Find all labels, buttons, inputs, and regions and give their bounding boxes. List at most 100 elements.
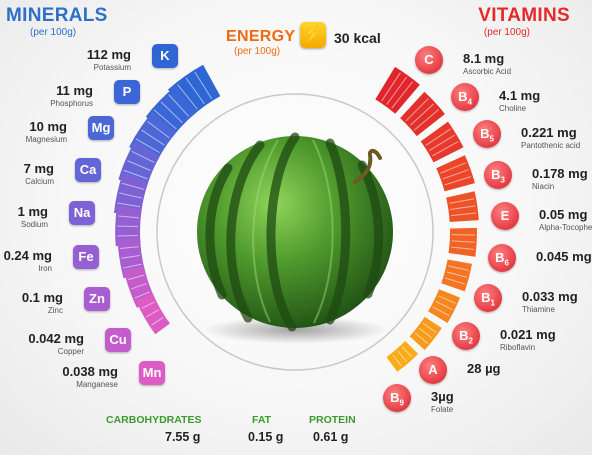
mineral-name: Copper [57,347,84,356]
vitamin-arc-hatch [444,176,472,186]
mineral-badge: Mn [139,361,165,385]
vitamin-arc-hatch [418,327,433,339]
vitamin-badge: B4 [451,83,479,111]
vitamin-badge: C [415,46,443,74]
mineral-arc-hatch [117,202,141,208]
vitamin-arc-segment [446,191,479,222]
mineral-value: 112 mg [86,47,131,62]
mineral-value: 0.1 mg [21,290,63,305]
mineral-badge: Na [69,201,95,225]
energy-subtitle: (per 100g) [234,46,281,57]
guide-ring [156,93,434,371]
vitamin-badge: B5 [473,120,501,148]
vitamin-arc-hatch [422,322,437,334]
mineral-value: 1 mg [17,204,48,219]
mineral-name: Sodium [20,220,48,229]
macro-label-carbohydrates: CARBOHYDRATES [106,414,202,426]
vitamin-value: 0.05 mg [539,207,588,222]
vitamin-arc-hatch [428,134,455,151]
mineral-arc-hatch [127,160,151,171]
mineral-name: Calcium [25,177,54,186]
mineral-arc-hatch [141,301,155,309]
vitamin-value: 0.021 mg [500,327,556,342]
vitamin-name: Niacin [532,182,555,191]
mineral-badge: P [114,80,140,104]
mineral-arc-hatch [134,291,151,299]
vitamin-arc-hatch [449,198,475,204]
vitamin-value: 28 µg [467,361,501,376]
vitamin-arc-hatch [442,169,469,180]
mineral-arc-hatch [131,283,147,290]
mineral-badge: Cu [105,328,131,352]
mineral-arc-hatch [153,109,177,130]
vitamin-arc-hatch [451,246,475,250]
vitamin-value: 8.1 mg [463,51,505,66]
vitamin-arc-segment [428,289,461,323]
vitamin-value: 0.045 mg [536,249,592,264]
vitamin-arc-hatch [405,98,429,122]
mineral-arc-hatch [151,316,164,326]
vitamin-name: Folate [431,405,454,414]
vitamin-name: Ascorbic Acid [463,67,512,76]
vitamin-arc-hatch [448,265,469,271]
vitamin-value: 0.033 mg [522,289,578,304]
vitamin-value: 4.1 mg [499,88,541,103]
mineral-arc-hatch [131,150,155,163]
vitamin-badge: B6 [488,244,516,272]
vitamins-title: VITAMINS [478,5,570,26]
vitamin-value: 0.221 mg [521,125,577,140]
vitamin-name: Riboflavin [500,343,536,352]
vitamin-arc-hatch [451,212,477,217]
energy-value: 30 kcal [334,30,381,46]
mineral-arc-hatch [123,169,148,180]
vitamin-name: Pantothenic acid [521,141,581,150]
mineral-value: 11 mg [56,83,93,98]
mineral-arc-hatch [146,309,159,318]
mineral-name: Iron [38,264,52,273]
vitamin-arc-hatch [414,332,429,344]
vitamin-arc-hatch [409,103,434,126]
mineral-name: Potassium [93,63,131,72]
vitamin-arc-hatch [451,240,475,243]
mineral-name: Phosphorus [50,99,93,108]
minerals-title: MINERALS [6,5,108,26]
vitamin-arc-hatch [444,277,466,285]
vitamins-subtitle: (per 100g) [483,27,530,38]
vitamin-arc-hatch [432,141,459,157]
mineral-badge: Fe [73,245,99,269]
minerals-subtitle: (per 100g) [30,27,77,38]
macro-value-carbohydrates: 7.55 g [165,430,201,444]
mineral-arc-hatch [117,225,139,228]
vitamin-arc-segment [436,155,475,192]
mineral-arc-segment [135,293,170,335]
vitamin-arc-hatch [381,72,401,102]
mineral-arc-hatch [123,263,142,269]
vitamin-arc-hatch [450,205,476,210]
vitamin-arc-hatch [425,128,451,146]
mineral-arc-hatch [121,255,140,259]
vitamin-badge: B2 [452,322,480,350]
vitamin-arc-hatch [446,271,468,278]
mineral-name: Magnesium [25,135,67,144]
energy-title: ENERGY [226,28,296,45]
vitamin-arc-hatch [440,162,467,174]
mineral-arc-hatch [119,192,142,199]
mineral-name: Manganese [76,380,118,389]
vitamin-badge: B9 [383,384,411,412]
mineral-badge: Zn [84,287,110,311]
vitamin-badge: B3 [484,161,512,189]
mineral-arc-hatch [141,129,165,146]
mineral-value: 7 mg [23,161,54,176]
vitamin-name: Alpha-Tocopherol [539,223,592,232]
vitamin-badge: E [491,202,519,230]
mineral-value: 0.042 mg [28,331,84,346]
vitamin-arc-segment [441,259,472,292]
mineral-arc-hatch [185,77,205,105]
mineral-arc-hatch [168,94,190,117]
mineral-arc-hatch [135,138,160,154]
mineral-arc-hatch [121,182,145,190]
vitamin-value: 0.178 mg [532,166,588,181]
vitamin-arc-hatch [392,354,402,367]
